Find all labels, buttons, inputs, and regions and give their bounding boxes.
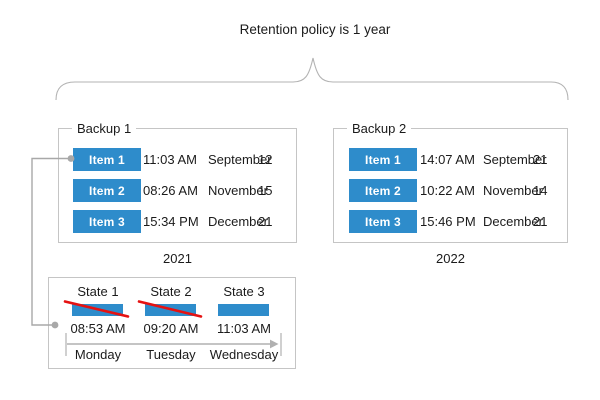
backup1-year: 2021 bbox=[163, 251, 192, 266]
state2-label: State 2 bbox=[150, 284, 192, 299]
backup1-item1-day: 12 bbox=[258, 152, 273, 167]
backup1-item2-month: November bbox=[208, 183, 268, 198]
backup2-item3-day: 21 bbox=[533, 214, 548, 229]
backup2-item2-time: 10:22 AM bbox=[420, 183, 475, 198]
backup2-item1-month: September bbox=[483, 152, 547, 167]
backup1-item2-day: 15 bbox=[258, 183, 273, 198]
backup2-label: Backup 2 bbox=[347, 120, 412, 137]
state1-day: Monday bbox=[74, 347, 122, 362]
state2-column: State 2 09:20 AM Tuesday bbox=[135, 278, 207, 370]
backup2-item1-button[interactable]: Item 1 bbox=[349, 148, 417, 171]
backup2-item1-time: 14:07 AM bbox=[420, 152, 475, 167]
backup1-item3-button[interactable]: Item 3 bbox=[73, 210, 141, 233]
backup2-item1-day: 21 bbox=[533, 152, 548, 167]
backup1-box: Backup 1 Item 1 11:03 AM September 12 It… bbox=[58, 120, 297, 243]
state3-column: State 3 11:03 AM Wednesday bbox=[208, 278, 280, 370]
backup1-item3-month: December bbox=[208, 214, 268, 229]
diagram-title: Retention policy is 1 year bbox=[239, 22, 391, 37]
backup1-item1-button[interactable]: Item 1 bbox=[73, 148, 141, 171]
backup2-item3-time: 15:46 PM bbox=[420, 214, 476, 229]
backup2-box: Backup 2 Item 1 14:07 AM September 21 It… bbox=[333, 120, 568, 243]
state1-column: State 1 08:53 AM Monday bbox=[62, 278, 134, 370]
states-box: State 1 08:53 AM Monday State 2 09:20 AM… bbox=[48, 277, 296, 369]
backup1-item3-time: 15:34 PM bbox=[143, 214, 199, 229]
brace-shape bbox=[55, 57, 569, 101]
backup2-item2-day: 14 bbox=[533, 183, 548, 198]
state3-bar bbox=[218, 304, 269, 316]
backup1-item3-label: Item 3 bbox=[89, 214, 125, 229]
backup2-item2-label: Item 2 bbox=[365, 183, 401, 198]
state2-day: Tuesday bbox=[146, 347, 196, 362]
backup1-item2-label: Item 2 bbox=[89, 183, 125, 198]
backup2-item3-month: December bbox=[483, 214, 543, 229]
backup1-item1-month: September bbox=[208, 152, 272, 167]
state3-day: Wednesday bbox=[209, 347, 279, 362]
backup2-item2-month: November bbox=[483, 183, 543, 198]
backup1-item2-button[interactable]: Item 2 bbox=[73, 179, 141, 202]
backup2-item2-button[interactable]: Item 2 bbox=[349, 179, 417, 202]
state2-bar bbox=[145, 304, 196, 316]
state3-time: 11:03 AM bbox=[217, 321, 271, 336]
state1-bar bbox=[72, 304, 123, 316]
backup1-label: Backup 1 bbox=[72, 120, 137, 137]
backup2-item1-label: Item 1 bbox=[365, 152, 401, 167]
state2-time: 09:20 AM bbox=[143, 321, 199, 336]
state1-time: 08:53 AM bbox=[70, 321, 126, 336]
backup2-year: 2022 bbox=[436, 251, 465, 266]
backup2-item3-button[interactable]: Item 3 bbox=[349, 210, 417, 233]
state3-label: State 3 bbox=[223, 284, 265, 299]
backup1-item3-day: 21 bbox=[258, 214, 273, 229]
backup1-item2-time: 08:26 AM bbox=[143, 183, 198, 198]
backup2-item3-label: Item 3 bbox=[365, 214, 401, 229]
backup1-item1-label: Item 1 bbox=[89, 152, 125, 167]
backup1-item1-time: 11:03 AM bbox=[143, 152, 197, 167]
state1-label: State 1 bbox=[77, 284, 119, 299]
